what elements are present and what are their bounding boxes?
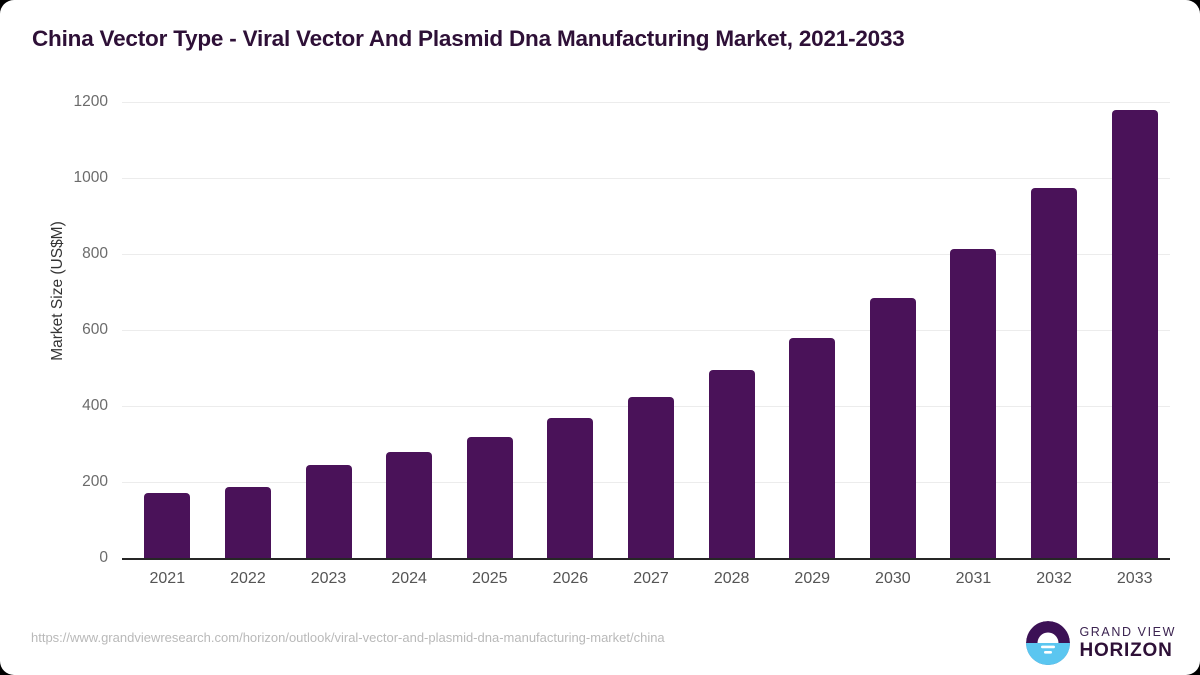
bar[interactable] (466, 437, 513, 558)
x-axis-tick-label: 2024 (391, 570, 427, 587)
y-axis-tick-label: 400 (82, 397, 108, 414)
gridline (122, 330, 1170, 331)
y-axis-tick-label: 600 (82, 321, 108, 338)
x-axis-tick-label: 2033 (1116, 570, 1153, 587)
bar[interactable] (708, 370, 755, 558)
gridline (122, 178, 1170, 179)
logo-text-line1: GRAND VIEW (1079, 624, 1176, 639)
bar[interactable] (386, 451, 433, 558)
y-axis-tick-label: 800 (82, 245, 108, 262)
horizon-sun-icon (1026, 621, 1071, 665)
x-axis-tick-label: 2028 (713, 570, 750, 587)
y-axis-tick-group: 0 200 400 600 800 1000 1200 (30, 0, 108, 675)
y-axis-tick-label: 1200 (73, 93, 108, 110)
page-title: China Vector Type - Viral Vector And Pla… (32, 26, 905, 51)
logo-text-line2: HORIZON (1079, 640, 1173, 662)
bar[interactable] (789, 338, 836, 558)
bar[interactable] (869, 298, 916, 558)
bar[interactable] (1111, 109, 1158, 558)
source-url: https://www.grandviewresearch.com/horizo… (31, 630, 665, 645)
x-axis-tick-label: 2026 (552, 570, 589, 587)
bar[interactable] (628, 397, 674, 558)
bar[interactable] (1031, 187, 1078, 558)
x-axis-tick-label: 2030 (875, 570, 911, 587)
bar[interactable] (144, 493, 191, 558)
y-axis-tick-label: 200 (82, 473, 108, 490)
bar[interactable] (547, 418, 594, 558)
bar[interactable] (305, 464, 352, 558)
x-axis-tick-label: 2031 (955, 570, 992, 587)
x-axis-tick-label: 2022 (230, 570, 266, 587)
x-axis-tick-label: 2029 (794, 570, 831, 587)
x-axis-tick-label: 2025 (471, 570, 508, 587)
grand-view-horizon-logo: GRAND VIEW HORIZON (1026, 620, 1176, 666)
bar[interactable] (950, 249, 997, 558)
x-axis-tick-label: 2027 (633, 570, 669, 587)
bar[interactable] (224, 486, 271, 558)
x-axis-line (122, 558, 1170, 560)
x-axis-tick-label: 2021 (149, 570, 186, 587)
y-axis-tick-label: 0 (99, 549, 108, 566)
x-axis-tick-label: 2023 (310, 570, 347, 587)
gridline (122, 102, 1170, 103)
logo-text: GRAND VIEW HORIZON (1079, 626, 1176, 661)
gridline (122, 254, 1170, 255)
x-axis-tick-label: 2032 (1036, 570, 1072, 587)
y-axis-tick-label: 1000 (73, 169, 108, 186)
